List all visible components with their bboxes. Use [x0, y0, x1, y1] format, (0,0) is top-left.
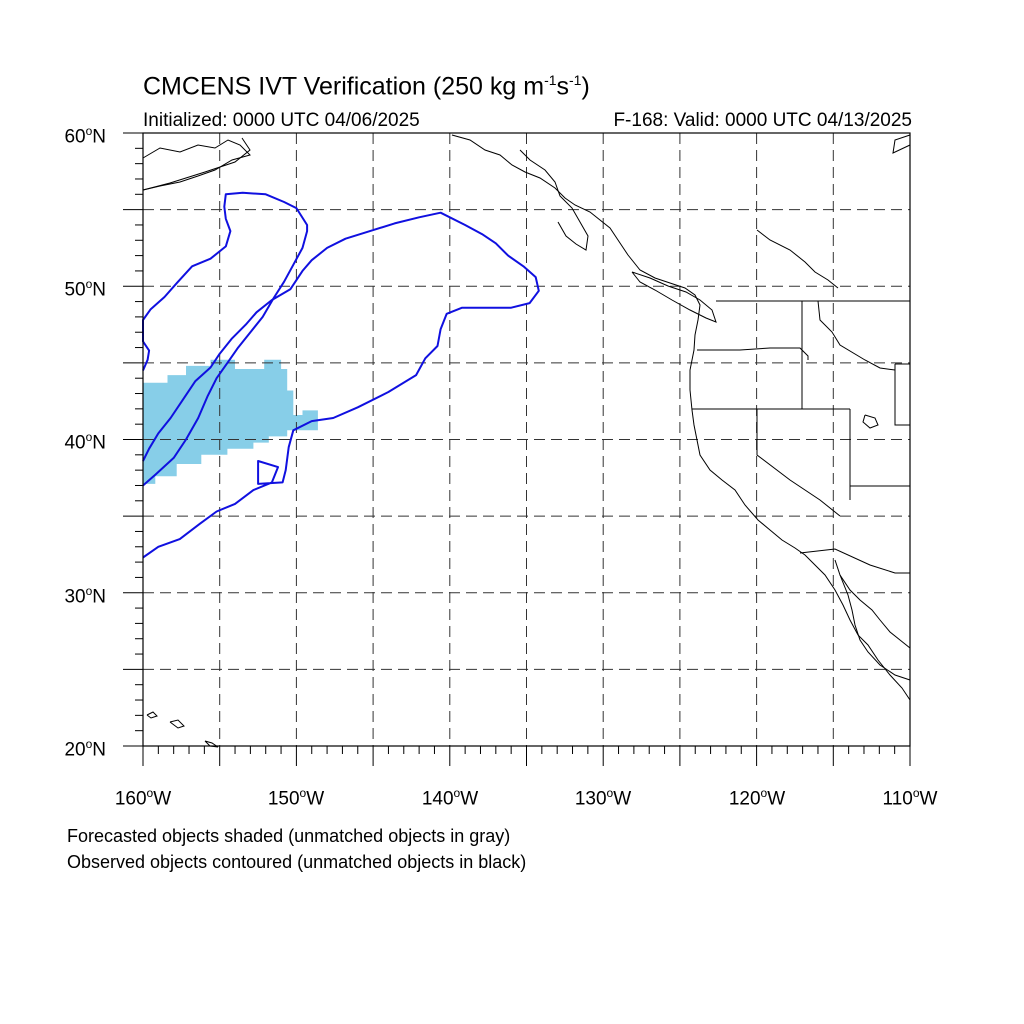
- gulf-alaska-coastline: [451, 134, 911, 701]
- lon-label-130w: 130oW: [574, 786, 632, 810]
- forecast-shading-note: Forecasted objects shaded (unmatched obj…: [67, 826, 511, 846]
- idaho-montana-border: [817, 300, 896, 371]
- lon-label-150w: 150oW: [267, 786, 325, 810]
- great-salt-lake: [862, 414, 879, 429]
- baja-east-coastline: [839, 574, 911, 681]
- forecast-objects-layer: [143, 359, 318, 484]
- california-nevada-border: [756, 409, 841, 517]
- canada-interior-lakes: [756, 229, 839, 289]
- initialized-time-label: Initialized: 0000 UTC 04/06/2025: [143, 110, 420, 131]
- observed-objects-layer: [142, 191, 540, 559]
- observed-ivt-object-contour-2: [142, 211, 540, 559]
- forecast-valid-time-label: F-168: Valid: 0000 UTC 04/13/2025: [613, 110, 912, 131]
- wyoming-border: [894, 363, 911, 426]
- alaska-peninsula-coastline: [142, 137, 251, 191]
- hawaii-islands: [146, 711, 158, 719]
- forecast-ivt-object-shaded: [143, 359, 318, 484]
- washington-oregon-border: [697, 347, 809, 360]
- lon-label-110w: 110oW: [882, 786, 938, 810]
- coastline-layer: [142, 134, 911, 748]
- baja-coastline: [834, 559, 911, 649]
- graticule-layer: [143, 133, 910, 746]
- hawaii-islands-3: [204, 740, 219, 748]
- observed-ivt-object-contour-1: [142, 191, 309, 487]
- observed-contour-note: Observed objects contoured (unmatched ob…: [67, 852, 527, 872]
- lon-label-140w: 140oW: [421, 786, 479, 810]
- us-mexico-border: [799, 548, 910, 574]
- lat-label-40: 40oN: [64, 430, 106, 454]
- lon-label-160w: 160oW: [114, 786, 172, 810]
- alaska-coastline: [142, 139, 251, 191]
- lat-label-50: 50oN: [64, 277, 106, 301]
- axis-ticks-layer: [123, 132, 911, 766]
- alaska-panhandle-islands: [519, 149, 589, 251]
- figure-title: CMCENS IVT Verification (250 kg m-1s-1): [143, 72, 590, 101]
- lon-label-120w: 120oW: [728, 786, 786, 810]
- vancouver-island: [631, 271, 717, 323]
- north-america-coastline: [892, 134, 911, 154]
- lat-label-30: 30oN: [64, 584, 106, 608]
- lat-label-20: 20oN: [64, 737, 106, 761]
- hawaii-islands-2: [169, 719, 185, 729]
- lat-label-60: 60oN: [64, 124, 106, 148]
